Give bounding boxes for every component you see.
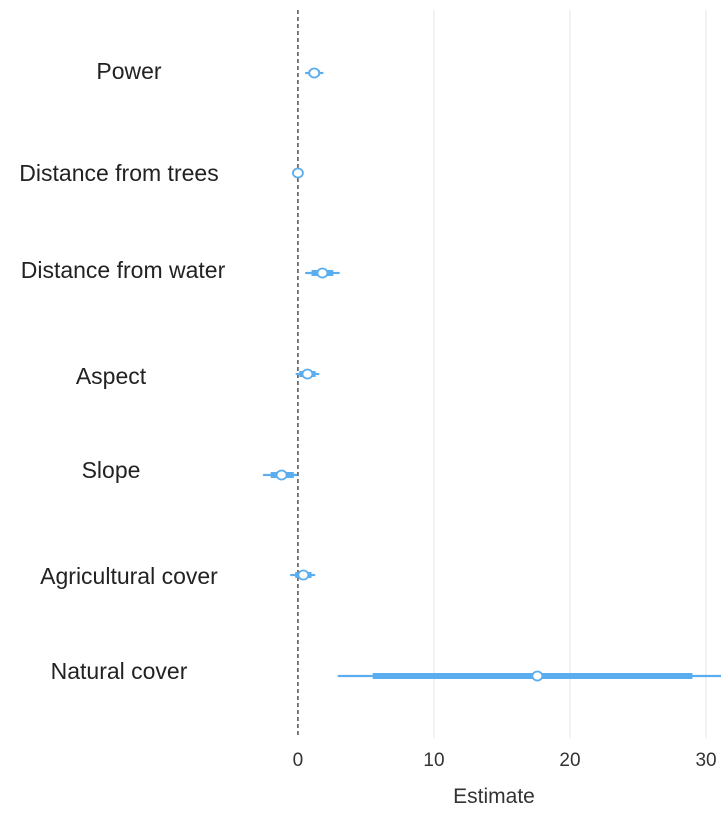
x-tick-label-0: 0 <box>293 750 304 771</box>
estimate-point-slope <box>275 469 288 481</box>
category-label-natural-cover: Natural cover <box>51 658 188 684</box>
category-label-power: Power <box>96 58 162 84</box>
intervals <box>262 70 721 679</box>
category-label-distance-from-water: Distance from water <box>21 257 226 283</box>
estimate-point-aspect <box>301 368 314 380</box>
category-labels: Power Distance from trees Distance from wa… <box>19 58 225 684</box>
estimate-point-distance-from-water <box>316 267 329 279</box>
category-label-slope: Slope <box>82 457 141 483</box>
estimate-points <box>275 67 544 682</box>
gridlines <box>433 10 707 738</box>
x-tick-labels: 0 10 20 30 <box>293 750 717 771</box>
x-tick-label-30: 30 <box>695 750 716 771</box>
x-axis-title: Estimate <box>453 785 535 808</box>
category-label-aspect: Aspect <box>76 363 147 389</box>
category-label-agricultural-cover: Agricultural cover <box>40 563 218 589</box>
estimate-point-natural-cover <box>531 670 544 682</box>
x-tick-label-20: 20 <box>559 750 580 771</box>
category-label-distance-from-trees: Distance from trees <box>19 160 218 186</box>
estimate-point-distance-from-trees <box>292 167 304 179</box>
estimate-point-power <box>308 67 321 79</box>
x-tick-label-10: 10 <box>423 750 444 771</box>
estimate-point-agricultural-cover <box>297 569 310 581</box>
